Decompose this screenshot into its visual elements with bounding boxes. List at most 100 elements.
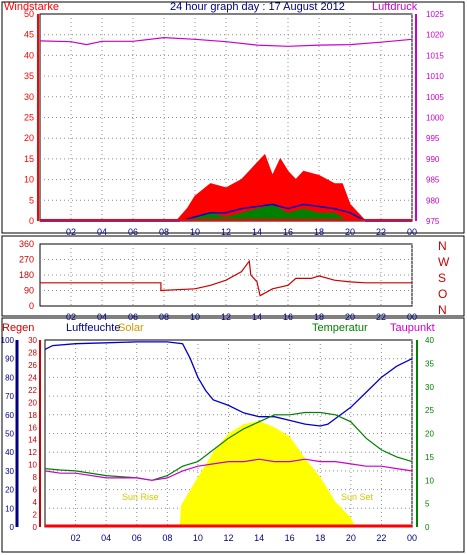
x-tick-label: 20 xyxy=(345,312,355,322)
humidity-tick-label: 70 xyxy=(5,392,14,401)
direction-line xyxy=(40,259,412,297)
humidity-tick-label: 90 xyxy=(5,355,14,364)
wind-tick-label: 40 xyxy=(24,50,34,60)
top-panel-frame xyxy=(1,1,465,234)
humidity-line xyxy=(44,341,413,427)
x-tick-label: 12 xyxy=(221,312,231,322)
chart-title: 24 hour graph day : 17 August 2012 xyxy=(170,1,345,13)
humidity-tick-label: 60 xyxy=(5,411,14,420)
chart-marks xyxy=(39,36,413,528)
wind-tick-label: 25 xyxy=(24,113,34,123)
x-tick-label: 14 xyxy=(252,312,262,322)
humidity-tick-label: 40 xyxy=(5,448,14,457)
humidity-tick-label: 10 xyxy=(5,504,14,513)
x-tick-label: 08 xyxy=(159,312,169,322)
x-tick-label: 18 xyxy=(315,533,325,543)
wind-gust-line xyxy=(40,153,412,222)
rain-tick-label: 2 xyxy=(33,511,38,520)
pressure-tick-label: 1020 xyxy=(426,31,444,40)
temperature-line xyxy=(44,411,413,481)
pressure-tick-label: 1025 xyxy=(426,10,444,19)
x-tick-label: 06 xyxy=(128,227,138,237)
x-tick-label: 10 xyxy=(190,312,200,322)
dewpoint-label: Taupunkt xyxy=(390,322,435,334)
x-tick-label: 02 xyxy=(66,312,76,322)
direction-panel-frame xyxy=(1,235,465,317)
x-tick-label: 20 xyxy=(345,227,355,237)
dewpoint-line xyxy=(44,458,413,481)
wind-min-area xyxy=(40,204,412,221)
humidity-tick-label: 100 xyxy=(1,336,15,345)
rain-tick-label: 14 xyxy=(28,436,37,445)
x-tick-label: 14 xyxy=(254,533,264,543)
pressure-tick-label: 1010 xyxy=(426,72,444,81)
x-tick-label: 00 xyxy=(407,227,417,237)
x-tick-label: 02 xyxy=(71,533,81,543)
pressure-axis-label: Luftdruck xyxy=(372,1,418,13)
pressure-tick-label: 1015 xyxy=(426,51,444,60)
wind-mean-line xyxy=(40,203,412,222)
rain-tick-label: 20 xyxy=(28,398,37,407)
x-tick-label: 00 xyxy=(407,312,417,322)
x-tick-label: 04 xyxy=(97,312,107,322)
rain-tick-label: 16 xyxy=(28,423,37,432)
wind-tick-label: 35 xyxy=(24,71,34,81)
rain-tick-label: 10 xyxy=(28,461,37,470)
sunset-label: Sun Set xyxy=(341,492,374,502)
temperature-tick-label: 25 xyxy=(425,406,434,415)
compass-tick-label: O xyxy=(438,287,447,301)
wind-tick-label: 50 xyxy=(24,9,34,19)
pressure-tick-label: 1005 xyxy=(426,93,444,102)
compass-tick-label: W xyxy=(438,255,450,269)
solar-area xyxy=(45,421,412,527)
direction-tick-label: 180 xyxy=(19,270,34,280)
humidity-tick-label: 0 xyxy=(10,523,15,532)
rain-tick-label: 8 xyxy=(33,473,38,482)
x-tick-label: 16 xyxy=(283,227,293,237)
humidity-label: Luftfeuchte xyxy=(66,322,120,334)
compass-tick-label: N xyxy=(438,239,447,253)
direction-tick-label: 90 xyxy=(24,286,34,296)
rain-label: Regen xyxy=(2,322,34,334)
x-tick-label: 00 xyxy=(407,533,417,543)
temperature-label: Temperatur xyxy=(312,322,368,334)
x-tick-label: 08 xyxy=(159,227,169,237)
humidity-tick-label: 20 xyxy=(5,486,14,495)
wind-tick-label: 10 xyxy=(24,175,34,185)
x-tick-label: 06 xyxy=(128,312,138,322)
humidity-tick-label: 50 xyxy=(5,430,14,439)
wind-tick-label: 45 xyxy=(24,30,34,40)
x-tick-label: 22 xyxy=(376,312,386,322)
rain-tick-label: 28 xyxy=(28,348,37,357)
rain-tick-label: 12 xyxy=(28,448,37,457)
direction-tick-label: 360 xyxy=(19,239,34,249)
solar-label: Solar xyxy=(118,322,144,334)
x-tick-label: 22 xyxy=(376,533,386,543)
x-tick-label: 12 xyxy=(223,533,233,543)
direction-tick-label: 270 xyxy=(19,255,34,265)
x-tick-label: 22 xyxy=(376,227,386,237)
x-tick-label: 16 xyxy=(283,312,293,322)
rain-tick-label: 22 xyxy=(28,386,37,395)
temperature-tick-label: 0 xyxy=(425,523,430,532)
rain-tick-label: 0 xyxy=(33,523,38,532)
x-tick-label: 10 xyxy=(193,533,203,543)
x-tick-label: 04 xyxy=(101,533,111,543)
pressure-line xyxy=(39,36,413,47)
temperature-tick-label: 30 xyxy=(425,383,434,392)
temperature-tick-label: 5 xyxy=(425,500,430,509)
x-tick-label: 08 xyxy=(162,533,172,543)
pressure-tick-label: 980 xyxy=(426,196,440,205)
wind-tick-label: 5 xyxy=(29,195,34,205)
direction-plot-area xyxy=(39,243,413,307)
compass-tick-label: N xyxy=(438,303,447,317)
wind-axis-label: Windstarke xyxy=(4,1,59,13)
temperature-tick-label: 10 xyxy=(425,476,434,485)
humidity-tick-label: 80 xyxy=(5,373,14,382)
pressure-tick-label: 990 xyxy=(426,155,440,164)
wind-tick-label: 30 xyxy=(24,92,34,102)
x-tick-label: 04 xyxy=(97,227,107,237)
